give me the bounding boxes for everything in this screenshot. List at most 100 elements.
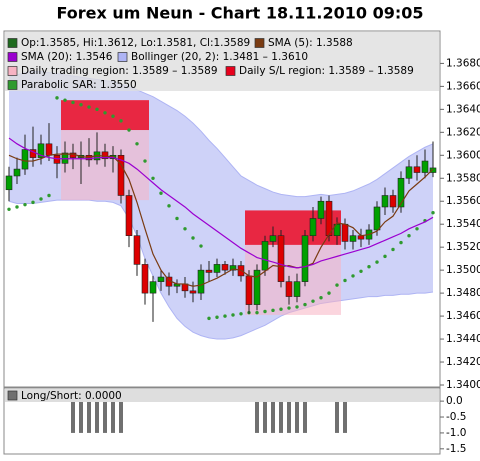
sar-dot — [367, 265, 371, 269]
candle-body — [37, 143, 45, 158]
candle-body — [149, 281, 157, 294]
sar-dot — [31, 200, 35, 205]
candle-body — [429, 167, 437, 173]
legend-label: Bollinger (20, 2): 1.3481 – 1.3610 — [131, 51, 308, 63]
chart-title: Forex um Neun - Chart 18.11.2010 09:05 — [56, 4, 423, 23]
sma-line — [8, 137, 434, 269]
sar-dot — [399, 240, 403, 245]
sar-dot — [295, 305, 299, 309]
candle-body — [229, 265, 237, 271]
candle-body — [349, 235, 357, 242]
long-short-bar — [255, 401, 259, 433]
candle-body — [301, 235, 309, 282]
long-short-bar — [295, 401, 299, 433]
sar-dot — [351, 274, 355, 278]
sar-dot — [303, 302, 307, 307]
y-tick-label: 1.3420 — [446, 356, 480, 368]
sar-dot — [319, 296, 323, 300]
sar-dot — [335, 283, 339, 287]
y-tick-label: -1.0 — [446, 427, 467, 439]
candle-body — [205, 269, 213, 273]
legend-swatch — [7, 52, 18, 62]
sar-dot — [63, 98, 67, 102]
sar-dot — [159, 191, 163, 195]
y-tick-label: 0.0 — [446, 395, 463, 407]
candle-body — [397, 177, 405, 208]
candle-body — [133, 235, 141, 265]
sma-line — [8, 153, 434, 287]
sar-dot — [55, 96, 59, 100]
sar-dot — [175, 216, 179, 221]
candle-body — [405, 166, 413, 179]
candle-body — [309, 218, 317, 236]
long-short-bar — [79, 401, 83, 433]
y-tick-label: 1.3540 — [446, 218, 480, 230]
sar-dot — [23, 202, 27, 207]
sar-dot — [271, 308, 275, 313]
candle-body — [13, 168, 21, 177]
sar-dot — [375, 260, 379, 264]
legend-swatch — [7, 80, 18, 90]
sar-dot — [383, 254, 387, 259]
candle-body — [101, 151, 109, 160]
candle-body — [21, 149, 29, 170]
candle-body — [45, 143, 53, 156]
sar-dot — [7, 207, 11, 211]
sar-dot — [183, 227, 187, 231]
sar-dot — [135, 142, 139, 146]
long-short-bar — [87, 401, 91, 433]
candle-body — [117, 154, 125, 196]
sar-dot — [127, 128, 131, 132]
long-short-bar — [111, 401, 115, 433]
sar-dot — [151, 176, 155, 180]
legend-label: Daily trading region: 1.3589 – 1.3589 — [21, 65, 218, 77]
long-short-bar — [119, 401, 123, 433]
sar-dot — [79, 103, 83, 107]
candle-body — [317, 200, 325, 219]
candle-body — [421, 160, 429, 173]
y-tick-label: 1.3440 — [446, 333, 480, 345]
legend-background — [5, 32, 439, 91]
y-tick-label: -0.5 — [446, 411, 467, 423]
long-short-bar — [71, 401, 75, 433]
sar-dot — [39, 197, 43, 201]
y-tick-label: 1.3400 — [446, 379, 480, 391]
sar-dot — [343, 278, 347, 283]
sar-dot — [239, 312, 243, 316]
candle-body — [333, 223, 341, 236]
sar-dot — [407, 233, 411, 238]
candle-body — [373, 206, 381, 231]
sar-dot — [327, 291, 331, 295]
sar-dot — [279, 307, 283, 311]
sar-dot — [191, 236, 195, 240]
candle-body — [141, 264, 149, 294]
candle-body — [341, 223, 349, 242]
long-short-bar — [263, 401, 267, 433]
candle-body — [157, 276, 165, 282]
long-short-bar — [103, 401, 107, 433]
legend-background — [5, 389, 439, 402]
long-short-bar — [271, 401, 275, 433]
long-short-bar — [287, 401, 291, 433]
sar-dot — [215, 315, 219, 319]
candle-body — [253, 269, 261, 305]
y-tick-label: 1.3480 — [446, 287, 480, 299]
sar-dot — [103, 111, 107, 115]
legend-swatch — [7, 66, 18, 76]
legend-swatch — [7, 390, 18, 401]
long-short-bar — [95, 401, 99, 433]
sar-dot — [143, 159, 147, 163]
legend-swatch — [117, 52, 128, 62]
sar-dot — [47, 193, 51, 198]
legend-swatch — [225, 66, 236, 76]
sar-dot — [359, 269, 363, 273]
sar-dot — [87, 105, 91, 109]
candle-body — [221, 264, 229, 271]
candle-body — [293, 281, 301, 297]
sar-dot — [311, 299, 315, 303]
daily-region — [61, 100, 149, 131]
candle-body — [213, 264, 221, 273]
legend-label: SMA (5): 1.3588 — [268, 37, 353, 49]
candle-body — [269, 235, 277, 242]
